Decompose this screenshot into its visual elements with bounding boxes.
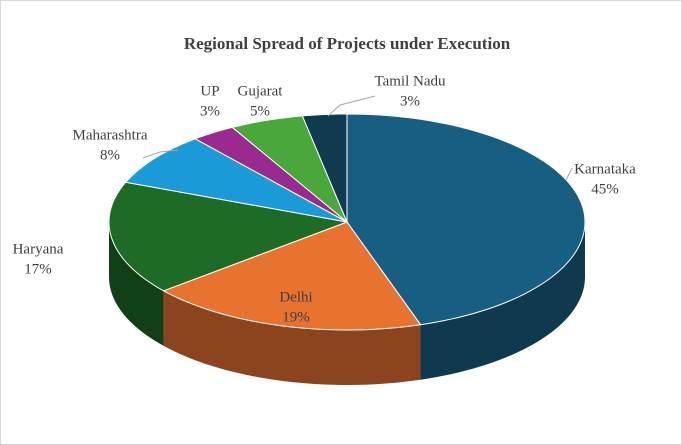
data-label-name: Gujarat	[238, 83, 284, 99]
data-label-value: 3%	[400, 93, 420, 109]
chart-title: Regional Spread of Projects under Execut…	[184, 34, 511, 53]
leader-line	[142, 149, 179, 159]
slice-side	[420, 222, 585, 380]
slice	[108, 181, 349, 292]
data-label-value: 3%	[200, 103, 220, 119]
data-label-value: 19%	[282, 309, 310, 325]
data-label-value: 5%	[250, 103, 270, 119]
pie	[108, 113, 586, 385]
data-label-value: 17%	[24, 261, 52, 277]
data-label-name: Haryana	[13, 241, 64, 257]
slice-side	[163, 290, 421, 385]
data-label-value: 8%	[100, 147, 120, 163]
data-label-name: Maharashtra	[73, 127, 148, 143]
slice	[301, 113, 348, 223]
slice	[124, 138, 348, 223]
slice	[346, 113, 586, 326]
data-label-value: 45%	[591, 181, 619, 197]
leader-line	[565, 167, 573, 181]
slice	[162, 221, 422, 331]
data-label-name: Tamil Nadu	[374, 73, 446, 89]
slice	[231, 115, 348, 223]
data-label-name: Delhi	[279, 289, 312, 305]
data-label-name: UP	[200, 83, 219, 99]
slice-side	[109, 222, 164, 346]
slice	[194, 126, 348, 223]
data-label-name: Karnataka	[574, 161, 636, 177]
leader-line	[327, 95, 376, 117]
